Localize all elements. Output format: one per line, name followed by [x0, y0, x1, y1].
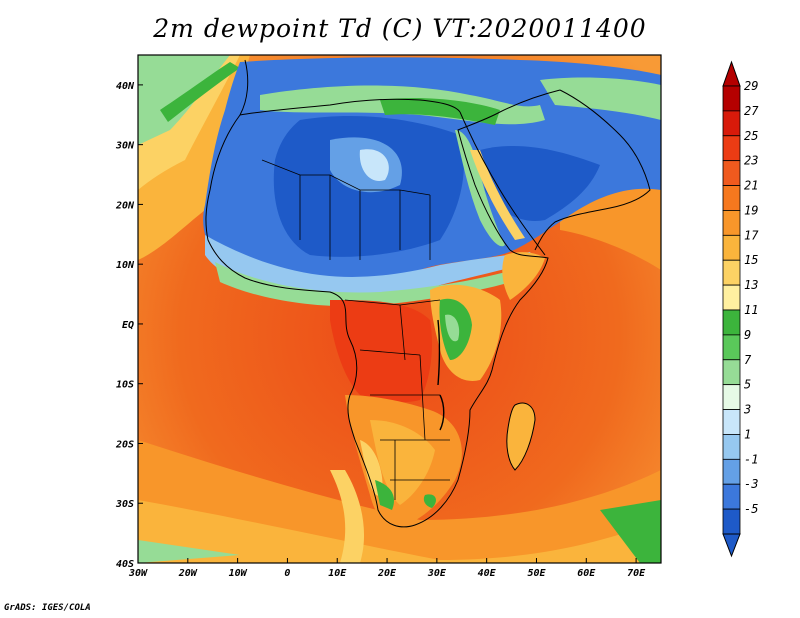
colorbar-swatch — [722, 110, 741, 137]
colorbar-swatch — [722, 185, 741, 211]
colorbar-swatch — [722, 160, 741, 186]
lat-tick-label: 40S — [116, 559, 134, 570]
colorbar-label: 13 — [744, 278, 758, 292]
latitude-axis: 40N 30N 20N 10N EQ 10S 20S 30S 40S — [115, 81, 143, 570]
colorbar-label: 3 — [743, 403, 751, 417]
colorbar-label: 27 — [744, 104, 759, 118]
lat-tick-label: 20S — [115, 439, 134, 450]
colorbar-label: 21 — [744, 179, 758, 193]
map-title: 2m dewpoint Td (C) VT:2020011400 — [153, 14, 647, 43]
lat-tick-label: 30S — [115, 499, 134, 510]
dewpoint-field — [138, 55, 661, 563]
lon-tick-label: 60E — [577, 568, 596, 579]
colorbar-label: 25 — [744, 129, 758, 143]
lat-tick-label: 20N — [115, 200, 135, 211]
lat-tick-label: 30N — [115, 141, 135, 152]
colorbar-swatch — [722, 434, 741, 460]
lat-tick-label: 10N — [116, 260, 135, 271]
lat-tick-label: 10S — [116, 380, 134, 391]
lon-tick-label: 30W — [128, 568, 148, 579]
colorbar-swatch — [722, 85, 741, 112]
colorbar-label: 29 — [744, 79, 758, 93]
colorbar-max-arrow — [722, 60, 741, 87]
colorbar-swatch — [722, 508, 741, 535]
colorbar-swatch — [722, 359, 741, 386]
lat-tick-label: 40N — [116, 81, 135, 92]
lon-tick-label: 30E — [427, 568, 447, 579]
colorbar-label: 11 — [744, 303, 758, 317]
colorbar-label: 9 — [744, 328, 751, 342]
lon-tick-label: 70E — [627, 568, 646, 579]
lon-tick-label: 40E — [478, 568, 497, 579]
colorbar-label: -5 — [744, 502, 758, 516]
colorbar-swatch — [722, 334, 741, 361]
colorbar-swatch — [722, 210, 741, 236]
colorbar-swatch — [722, 259, 741, 286]
colorbar-label: 17 — [744, 228, 759, 242]
colorbar-swatch — [722, 458, 741, 485]
longitude-axis: 30W 20W 10W 0 10E 20E 30E 40E 50E 60E 70E — [128, 558, 646, 579]
colorbar-label: 5 — [744, 378, 751, 392]
colorbar-label: -1 — [744, 452, 758, 466]
coastlines — [205, 59, 651, 528]
colorbar-label: 19 — [744, 203, 758, 217]
colorbar-label: -3 — [744, 477, 758, 491]
colorbar-swatch — [722, 309, 741, 336]
colorbar-label: 23 — [744, 154, 758, 168]
lat-tick-label: EQ — [122, 320, 134, 331]
lon-tick-label: 10W — [229, 568, 248, 579]
lon-tick-label: 20E — [377, 568, 397, 579]
colorbar: 29 27 25 23 21 19 17 15 13 11 9 7 5 3 1 -1 -3 -5 — [722, 60, 759, 558]
grads-credit: GrADS: IGES/COLA — [4, 603, 91, 613]
lon-tick-label: 20W — [178, 568, 198, 579]
lon-tick-label: 50E — [527, 568, 546, 579]
colorbar-swatch — [722, 284, 741, 311]
colorbar-label: 15 — [744, 253, 758, 267]
lon-tick-label: 0 — [284, 568, 290, 579]
colorbar-min-arrow — [722, 533, 741, 558]
lon-tick-label: 10E — [328, 568, 347, 579]
plot-frame — [137, 54, 662, 564]
colorbar-swatch — [722, 135, 741, 162]
colorbar-swatch — [722, 409, 741, 435]
colorbar-swatch — [722, 384, 741, 410]
colorbar-swatch — [722, 483, 741, 510]
colorbar-label: 7 — [744, 353, 752, 367]
colorbar-label: 1 — [744, 427, 751, 441]
colorbar-swatch — [722, 234, 741, 261]
